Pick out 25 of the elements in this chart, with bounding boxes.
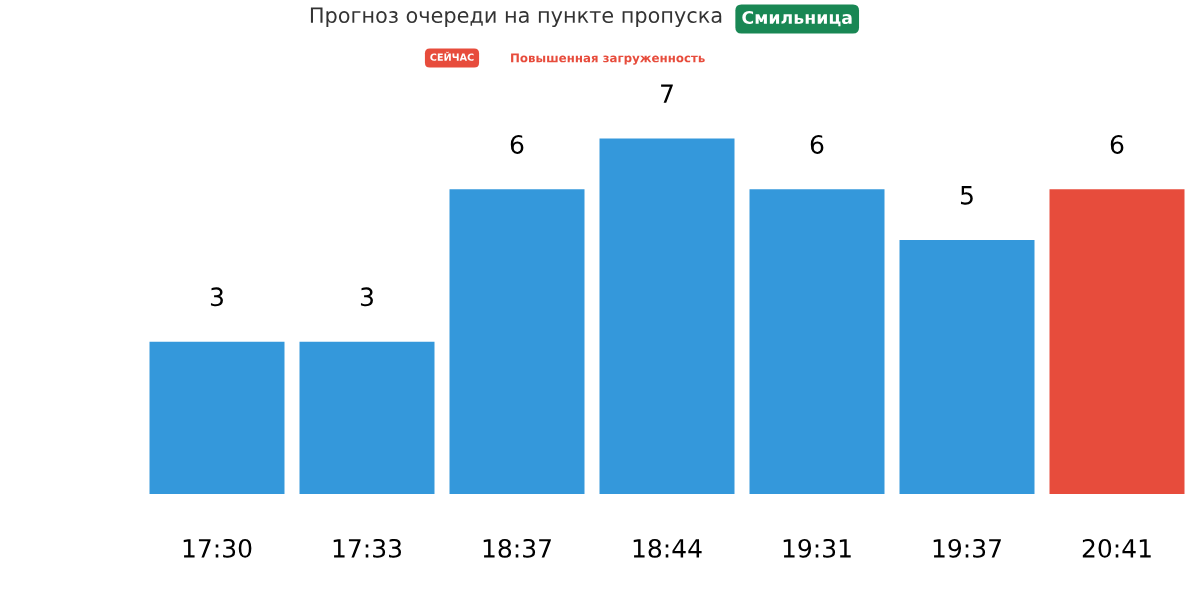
x-tick-label: 17:33 bbox=[333, 538, 402, 558]
chart-title: Прогноз очереди на пункте пропуска bbox=[310, 7, 722, 28]
x-tick-label: 19:37 bbox=[933, 538, 1001, 558]
data-label: 6 bbox=[1110, 135, 1124, 154]
bar bbox=[749, 189, 885, 494]
x-tick-label: 19:31 bbox=[783, 538, 851, 558]
x-tick-label: 18:37 bbox=[483, 538, 551, 558]
x-tick-label: 18:44 bbox=[633, 538, 702, 558]
data-label: 3 bbox=[360, 287, 373, 307]
x-tick-label: 17:30 bbox=[183, 538, 252, 558]
text: СЕЙЧАС bbox=[430, 51, 474, 61]
bar bbox=[449, 189, 585, 494]
data-label: 3 bbox=[210, 287, 223, 307]
bar bbox=[599, 138, 735, 494]
data-label: 6 bbox=[810, 135, 824, 154]
data-label: 6 bbox=[510, 135, 524, 154]
data-label: 5 bbox=[960, 186, 973, 205]
x-tick-label: 20:41 bbox=[1082, 538, 1151, 558]
text: Смильница bbox=[742, 10, 852, 27]
bar bbox=[299, 341, 435, 494]
data-label: 7 bbox=[661, 84, 673, 103]
bar bbox=[1049, 189, 1185, 494]
bar bbox=[149, 341, 285, 494]
bar bbox=[899, 240, 1035, 494]
text: Повышенная загруженность bbox=[511, 53, 705, 65]
